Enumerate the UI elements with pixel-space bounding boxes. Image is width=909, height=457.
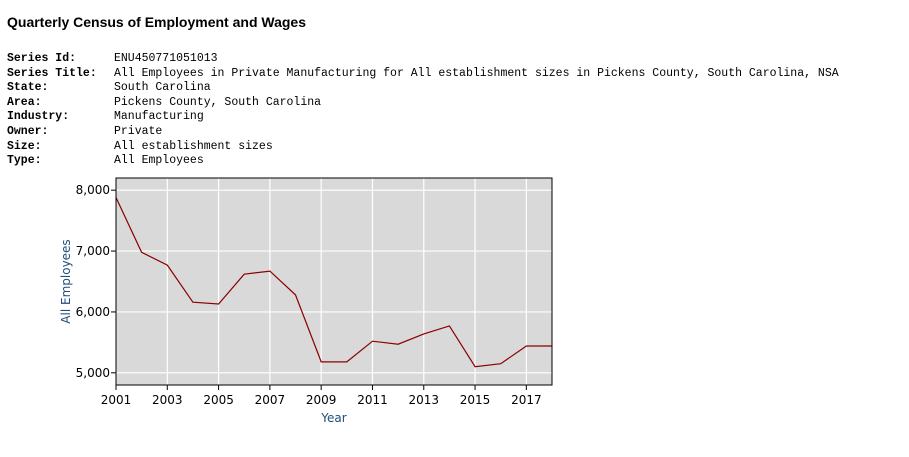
- series-line: [115, 197, 552, 368]
- type-value: All Employees: [114, 154, 204, 168]
- state-label: State:: [7, 81, 49, 95]
- grid-lines: [116, 178, 552, 385]
- series-title-label: Series Title:: [7, 66, 97, 80]
- x-tick-label: 2001: [101, 393, 132, 407]
- series-title-row: Series Title: All Employees in Private M…: [7, 67, 839, 82]
- state-row: State: South Carolina: [7, 81, 839, 96]
- y-tick-label: 7,000: [76, 244, 110, 258]
- type-label: Type:: [7, 154, 42, 168]
- area-row: Area: Pickens County, South Carolina: [7, 96, 839, 111]
- tick-labels: 5,000 6,000 7,000 8,000 2001 2003 2005 2007 2009…: [76, 183, 542, 407]
- size-label: Size:: [7, 139, 42, 153]
- y-tick-label: 8,000: [76, 183, 110, 197]
- y-axis-title: All Employees: [59, 239, 73, 323]
- plot-border: [115, 177, 553, 386]
- x-tick-label: 2013: [408, 393, 439, 407]
- y-tick-label: 5,000: [76, 366, 110, 380]
- page-title: Quarterly Census of Employment and Wages: [7, 14, 306, 30]
- owner-row: Owner: Private: [7, 125, 839, 140]
- owner-label: Owner:: [7, 124, 49, 138]
- size-row: Size: All establishment sizes: [7, 140, 839, 155]
- x-tick-label: 2009: [306, 393, 337, 407]
- size-value: All establishment sizes: [114, 139, 273, 153]
- x-tick-label: 2011: [357, 393, 388, 407]
- plot-area: [116, 178, 552, 385]
- axis-ticks: [111, 189, 527, 390]
- y-tick-label: 6,000: [76, 305, 110, 319]
- series-title-value: All Employees in Private Manufacturing f…: [114, 66, 839, 80]
- industry-value: Manufacturing: [114, 110, 204, 124]
- type-row: Type: All Employees: [7, 154, 839, 169]
- series-id-row: Series Id: ENU450771051013: [7, 52, 839, 67]
- industry-row: Industry: Manufacturing: [7, 110, 839, 125]
- series-id-value: ENU450771051013: [114, 52, 218, 65]
- state-value: South Carolina: [114, 81, 211, 95]
- x-tick-label: 2003: [152, 393, 183, 407]
- x-tick-label: 2007: [255, 393, 286, 407]
- x-axis-title: Year: [320, 411, 346, 425]
- x-tick-label: 2005: [203, 393, 234, 407]
- area-value: Pickens County, South Carolina: [114, 95, 322, 109]
- series-info: Series Id: ENU450771051013 Series Title:…: [7, 52, 839, 169]
- owner-value: Private: [114, 124, 163, 138]
- x-tick-label: 2017: [511, 393, 542, 407]
- area-label: Area:: [7, 95, 42, 109]
- industry-label: Industry:: [7, 110, 70, 124]
- series-id-label: Series Id:: [7, 52, 77, 65]
- x-tick-label: 2015: [460, 393, 491, 407]
- series-lines: [115, 197, 552, 368]
